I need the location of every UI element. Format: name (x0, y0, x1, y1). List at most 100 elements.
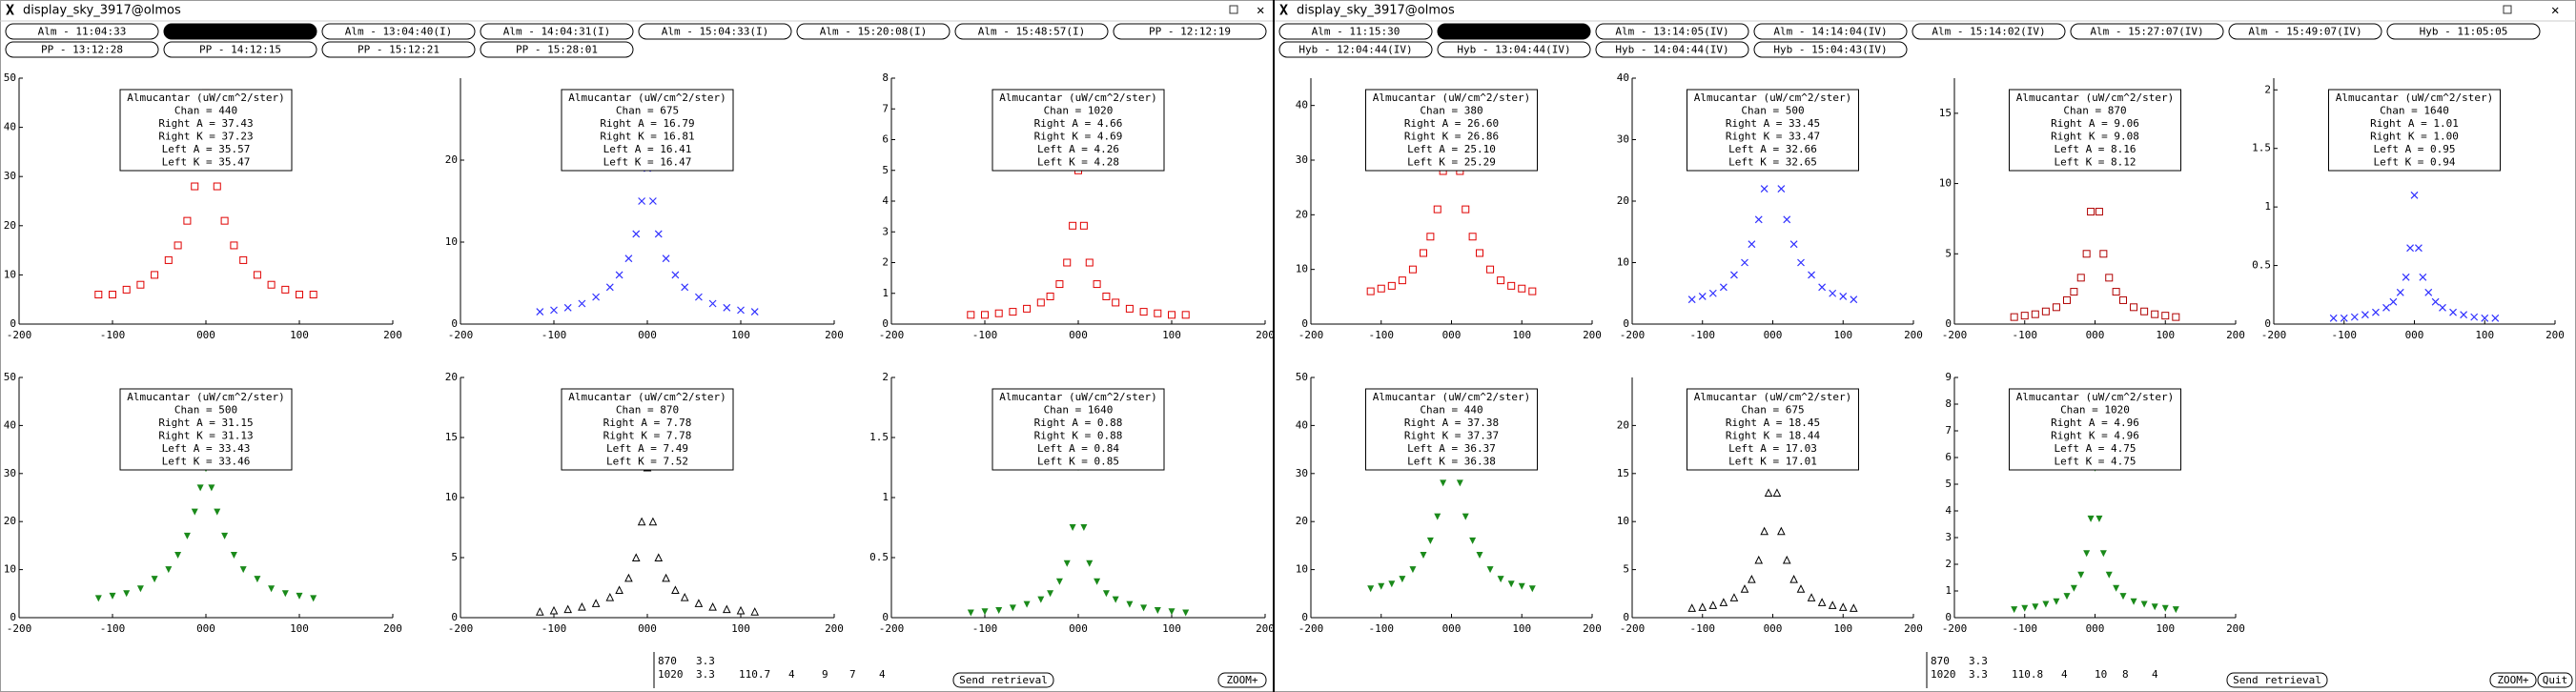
data-point (2096, 515, 2103, 522)
tab-button[interactable] (2070, 23, 2224, 40)
tab-label[interactable]: Alm - 13:14:05(IV) (1615, 26, 1728, 38)
tab-button[interactable] (1278, 41, 1433, 58)
tab-button[interactable] (1437, 41, 1591, 58)
tab-button[interactable] (638, 23, 792, 40)
tab-label[interactable]: Hyb - 11:05:05 (2420, 26, 2508, 38)
tab-button[interactable] (480, 41, 634, 58)
x-tick-label: 100 (1162, 329, 1181, 341)
button-label[interactable]: Quit (2543, 674, 2568, 686)
tab-label[interactable]: Alm - 11:15:30 (1312, 26, 1400, 38)
tab-label[interactable]: Alm - 12:14:06(IV) (1457, 26, 1570, 38)
tab-button[interactable] (163, 23, 317, 40)
tab-label[interactable]: PP - 15:12:21 (358, 44, 440, 56)
data-point (2031, 310, 2039, 318)
maximize-button[interactable] (1229, 5, 1238, 14)
x-tick-label: 000 (1442, 329, 1462, 341)
data-point (563, 604, 573, 614)
tab-button[interactable] (1437, 23, 1591, 40)
data-point (1366, 287, 1375, 295)
tab-label[interactable]: PP - 14:12:15 (199, 44, 281, 56)
tab-button[interactable] (1753, 41, 1908, 58)
close-button[interactable]: ✕ (1257, 3, 1264, 18)
data-point (2070, 288, 2078, 296)
data-point (1518, 582, 1525, 590)
tab-label[interactable]: Alm - 13:04:40(I) (345, 26, 453, 38)
tab-button[interactable] (1912, 23, 2066, 40)
footer-cell: 3.3 (696, 655, 715, 667)
tab-button[interactable] (1595, 23, 1749, 40)
maximize-button[interactable] (2503, 5, 2512, 14)
tab-button[interactable] (1595, 41, 1749, 58)
y-tick-label: 20 (1617, 418, 1629, 431)
tab-label[interactable]: Alm - 15:20:08(I) (820, 26, 928, 38)
x-tick-label: -200 (1620, 329, 1646, 341)
tab-label[interactable]: PP - 13:12:28 (41, 44, 123, 56)
button-label[interactable]: Send retrieval (959, 674, 1048, 686)
tab-label[interactable]: Alm - 14:04:31(I) (503, 26, 611, 38)
tab-label[interactable]: Alm - 15:14:02(IV) (1932, 26, 2045, 38)
info-line: Chan = 870 (616, 404, 679, 417)
data-point (1456, 479, 1463, 487)
tab-label[interactable]: Alm - 15:27:07(IV) (2090, 26, 2203, 38)
tab-button[interactable] (321, 41, 476, 58)
button[interactable] (2226, 672, 2328, 688)
tab-label[interactable]: Alm - 15:04:33(I) (662, 26, 769, 38)
button[interactable] (2489, 672, 2537, 688)
tab-button[interactable] (5, 41, 159, 58)
button-label[interactable]: Send retrieval (2233, 674, 2321, 686)
data-point (1507, 281, 1516, 290)
data-point (654, 553, 664, 561)
y-tick-label: 10 (1296, 263, 1308, 275)
data-point (1764, 488, 1773, 497)
x-tick-label: 000 (1069, 622, 1088, 635)
footer-cell: 110.7 (739, 668, 770, 681)
data-point (1486, 566, 1494, 574)
y-tick-label: 20 (1296, 515, 1308, 527)
tab-button[interactable] (1113, 23, 1267, 40)
tab-label[interactable]: Hyb - 14:04:44(IV) (1615, 44, 1728, 56)
tab-button[interactable] (1753, 23, 1908, 40)
close-button[interactable]: ✕ (2551, 3, 2559, 18)
tab-button[interactable] (480, 23, 634, 40)
tab-label[interactable]: Hyb - 12:04:44(IV) (1298, 44, 1412, 56)
y-tick-label: 0 (10, 611, 16, 623)
tab-label[interactable]: Alm - 11:04:33 (38, 26, 127, 38)
button[interactable] (952, 672, 1054, 688)
tab-label[interactable]: Alm - 15:48:57(I) (978, 26, 1086, 38)
info-line: Right K = 0.88 (1034, 430, 1123, 442)
tab-button[interactable] (796, 23, 951, 40)
button-label[interactable]: ZOOM+ (1226, 674, 1257, 686)
button[interactable] (2537, 672, 2573, 688)
tab-label[interactable]: Alm - 14:14:04(IV) (1773, 26, 1887, 38)
x-tick-label: 200 (1904, 622, 1923, 635)
x-tick-label: 200 (1256, 622, 1275, 635)
y-tick-label: 1.5 (2252, 142, 2271, 154)
info-line: Right A = 4.66 (1034, 117, 1123, 130)
data-point (2151, 310, 2159, 318)
tab-button[interactable] (2228, 23, 2382, 40)
data-point (2491, 314, 2500, 322)
info-line: Right K = 37.37 (1404, 430, 1499, 442)
button-label[interactable]: ZOOM+ (2497, 674, 2528, 686)
tab-label[interactable]: Hyb - 13:04:44(IV) (1457, 44, 1570, 56)
y-tick-label: 8 (882, 71, 889, 84)
tab-button[interactable] (954, 23, 1109, 40)
tab-button[interactable] (321, 23, 476, 40)
button[interactable] (1217, 672, 1267, 688)
tab-button[interactable] (163, 41, 317, 58)
data-point (1102, 590, 1110, 598)
tab-label[interactable]: PP - 12:12:19 (1149, 26, 1231, 38)
info-line: Right K = 4.69 (1034, 131, 1123, 143)
data-point (309, 291, 317, 299)
tab-label[interactable]: Hyb - 15:04:43(IV) (1773, 44, 1887, 56)
data-point (2382, 303, 2390, 312)
info-box (1687, 388, 1859, 471)
tab-label[interactable]: Alm - 15:49:07(IV) (2248, 26, 2361, 38)
tab-label[interactable]: PP - 15:28:01 (516, 44, 598, 56)
data-point (2087, 515, 2095, 522)
tab-button[interactable] (1278, 23, 1433, 40)
tab-button[interactable] (5, 23, 159, 40)
tab-button[interactable] (2386, 23, 2541, 40)
data-point (2329, 314, 2338, 322)
tab-label[interactable]: Alm - 12:04:31(I) (187, 26, 295, 38)
